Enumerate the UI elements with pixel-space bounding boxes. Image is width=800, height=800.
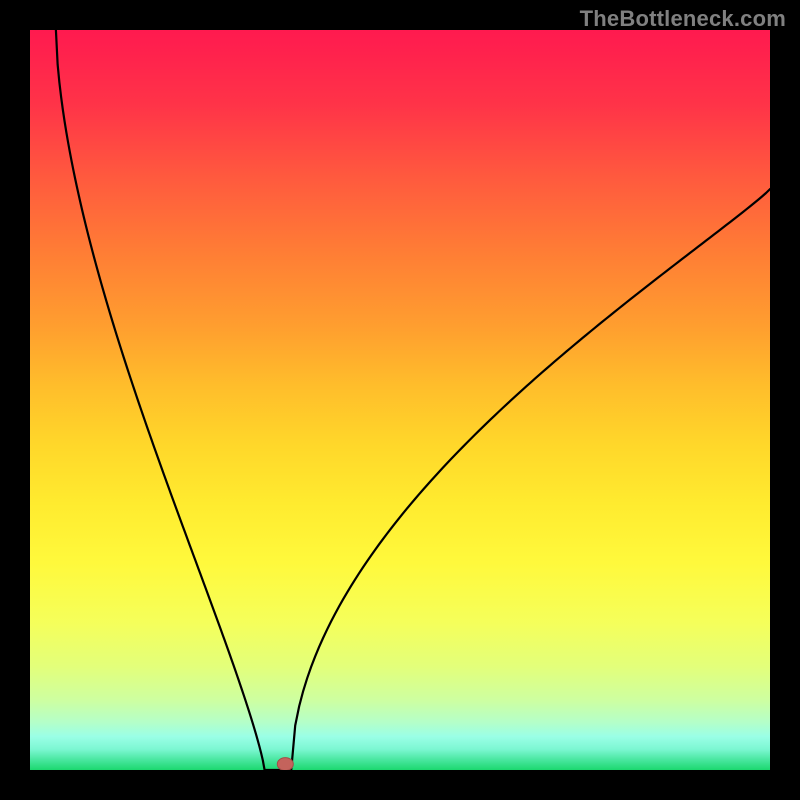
outer-frame: TheBottleneck.com [0, 0, 800, 800]
watermark-text: TheBottleneck.com [580, 6, 786, 32]
gradient-background [30, 30, 770, 770]
plot-area [30, 30, 770, 770]
optimal-point-marker [277, 758, 293, 770]
plot-svg [30, 30, 770, 770]
